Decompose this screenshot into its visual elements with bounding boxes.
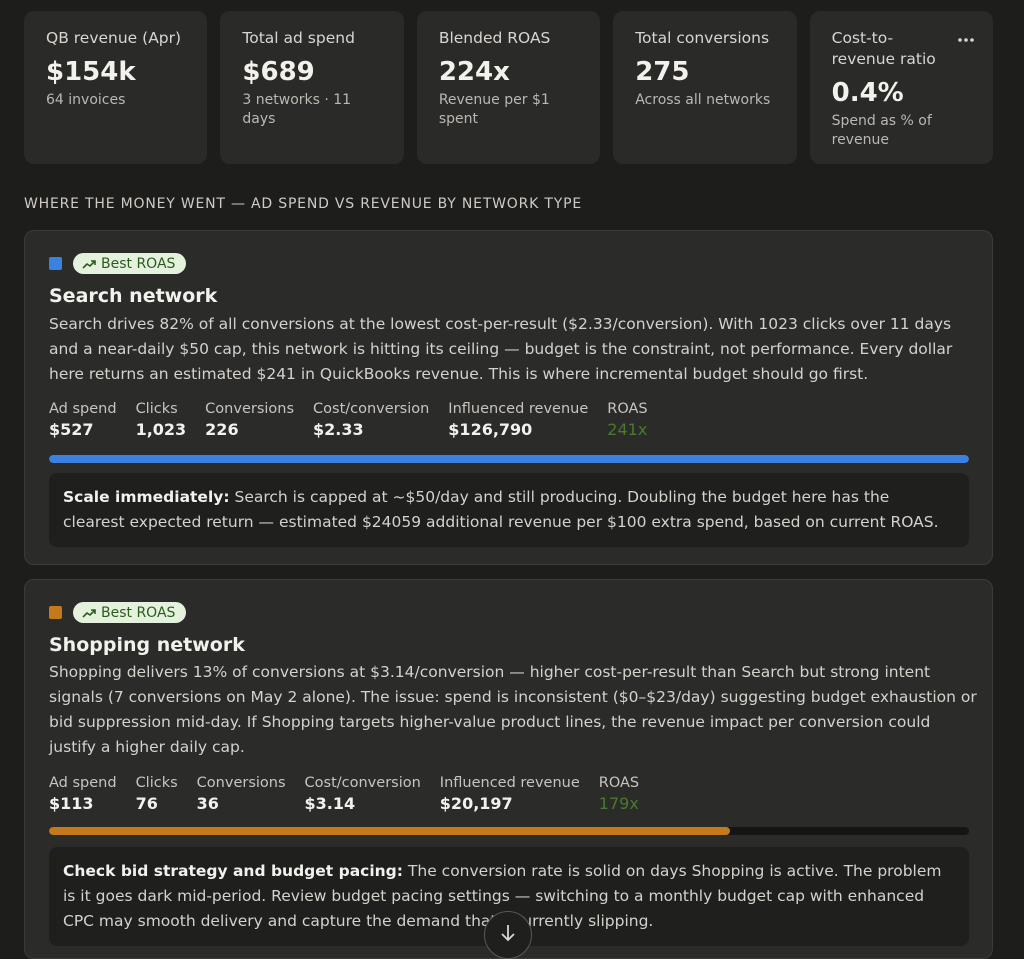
share-bar-fill <box>49 827 730 835</box>
card-header: Best ROAS <box>49 602 187 623</box>
share-bar <box>49 455 969 463</box>
note-text: Search is capped at ~$50/day and still p… <box>63 488 939 531</box>
kpi-value: $154k <box>46 57 136 87</box>
card-title: Shopping network <box>49 634 245 656</box>
metric-clicks: Clicks 76 <box>136 773 178 815</box>
metric-conversions: Conversions 36 <box>197 773 286 815</box>
metric-clicks: Clicks 1,023 <box>136 399 187 441</box>
metric-label: Conversions <box>205 401 295 417</box>
metric-value: 241x <box>607 420 648 439</box>
badge-label: Best ROAS <box>101 255 176 272</box>
kpi-label: Cost-to-revenue ratio <box>831 29 936 68</box>
metric-cost-per-conversion: Cost/conversion $3.14 <box>305 773 421 815</box>
metric-label: Ad spend <box>49 775 117 791</box>
badge-label: Best ROAS <box>101 604 176 621</box>
metrics-row: Ad spend $113 Clicks 76 Conversions 36 C… <box>49 773 658 815</box>
metric-roas: ROAS 179x <box>599 773 639 815</box>
section-title: WHERE THE MONEY WENT — AD SPEND VS REVEN… <box>24 196 582 212</box>
share-bar-fill <box>49 455 969 463</box>
arrow-down-icon <box>499 923 517 947</box>
metric-label: Cost/conversion <box>304 775 421 791</box>
kpi-label: QB revenue (Apr) <box>46 29 182 47</box>
more-horizontal-icon[interactable] <box>953 30 976 46</box>
metric-label: Cost/conversion <box>313 401 430 417</box>
metric-value: $126,790 <box>448 420 533 439</box>
kpi-card-blended-roas: Blended ROAS 224x Revenue per $1 spent <box>416 11 601 164</box>
metric-label: Ad spend <box>49 401 117 417</box>
best-roas-badge: Best ROAS <box>73 602 187 623</box>
card-title: Search network <box>49 285 218 307</box>
note-title: Scale immediately: <box>63 488 230 506</box>
kpi-value: 224x <box>438 57 510 87</box>
share-bar <box>49 827 969 835</box>
kpi-card-qb-revenue: QB revenue (Apr) $154k 64 invoices <box>24 11 208 164</box>
kpi-label: Blended ROAS <box>438 29 551 47</box>
trending-up-icon <box>82 259 96 269</box>
metric-label: Conversions <box>196 775 286 791</box>
network-card-shopping: Best ROAS Shopping network Shopping deli… <box>24 579 993 959</box>
kpi-card-cost-to-revenue: Cost-to-revenue ratio 0.4% Spend as % of… <box>809 11 994 164</box>
kpi-card-conversions: Total conversions 275 Across all network… <box>613 11 797 164</box>
recommendation-note: Scale immediately: Search is capped at ~… <box>49 473 969 547</box>
card-description: Shopping delivers 13% of conversions at … <box>49 663 977 756</box>
metric-value: $3.14 <box>304 794 356 813</box>
metrics-row: Ad spend $527 Clicks 1,023 Conversions 2… <box>49 399 667 441</box>
metric-value: $527 <box>49 420 94 439</box>
kpi-subtext: Revenue per $1 spent <box>438 92 550 127</box>
metric-influenced-revenue: Influenced revenue $20,197 <box>440 773 580 815</box>
color-swatch <box>49 257 62 270</box>
metric-value: $113 <box>49 794 94 813</box>
metric-ad-spend: Ad spend $527 <box>49 399 117 441</box>
trending-up-icon <box>82 608 96 618</box>
metric-label: Clicks <box>135 401 178 417</box>
metric-influenced-revenue: Influenced revenue $126,790 <box>448 399 588 441</box>
metric-value: 76 <box>135 794 158 813</box>
kpi-card-ad-spend: Total ad spend $689 3 networks · 11 days <box>220 11 404 164</box>
kpi-subtext: Across all networks <box>635 92 771 108</box>
metric-ad-spend: Ad spend $113 <box>49 773 117 815</box>
kpi-subtext: 3 networks · 11 days <box>242 92 352 127</box>
card-description: Search drives 82% of all conversions at … <box>49 315 953 383</box>
kpi-subtext: 64 invoices <box>46 92 126 108</box>
metric-label: Clicks <box>135 775 178 791</box>
metric-conversions: Conversions 226 <box>205 399 294 441</box>
kpi-value: $689 <box>242 57 315 87</box>
metric-value: 1,023 <box>135 420 187 439</box>
metric-value: 36 <box>196 794 219 813</box>
metric-value: 179x <box>598 794 639 813</box>
card-header: Best ROAS <box>49 253 187 274</box>
metric-label: ROAS <box>598 775 640 791</box>
kpi-value: 275 <box>635 57 690 87</box>
metric-label: Influenced revenue <box>439 775 580 791</box>
kpi-value: 0.4% <box>831 78 904 108</box>
metric-value: $20,197 <box>439 794 513 813</box>
metric-cost-per-conversion: Cost/conversion $2.33 <box>313 399 429 441</box>
metric-label: ROAS <box>607 401 648 417</box>
network-card-search: Best ROAS Search network Search drives 8… <box>24 230 993 565</box>
note-title: Check bid strategy and budget pacing: <box>63 862 403 880</box>
color-swatch <box>49 606 62 619</box>
kpi-label: Total ad spend <box>242 29 355 47</box>
scroll-down-button[interactable] <box>484 911 532 959</box>
metric-value: 226 <box>205 420 239 439</box>
kpi-label: Total conversions <box>635 29 770 47</box>
kpi-row: QB revenue (Apr) $154k 64 invoices Total… <box>24 11 994 164</box>
best-roas-badge: Best ROAS <box>73 253 187 274</box>
metric-roas: ROAS 241x <box>607 399 647 441</box>
metric-value: $2.33 <box>313 420 364 439</box>
kpi-subtext: Spend as % of revenue <box>831 113 932 148</box>
metric-label: Influenced revenue <box>448 401 589 417</box>
